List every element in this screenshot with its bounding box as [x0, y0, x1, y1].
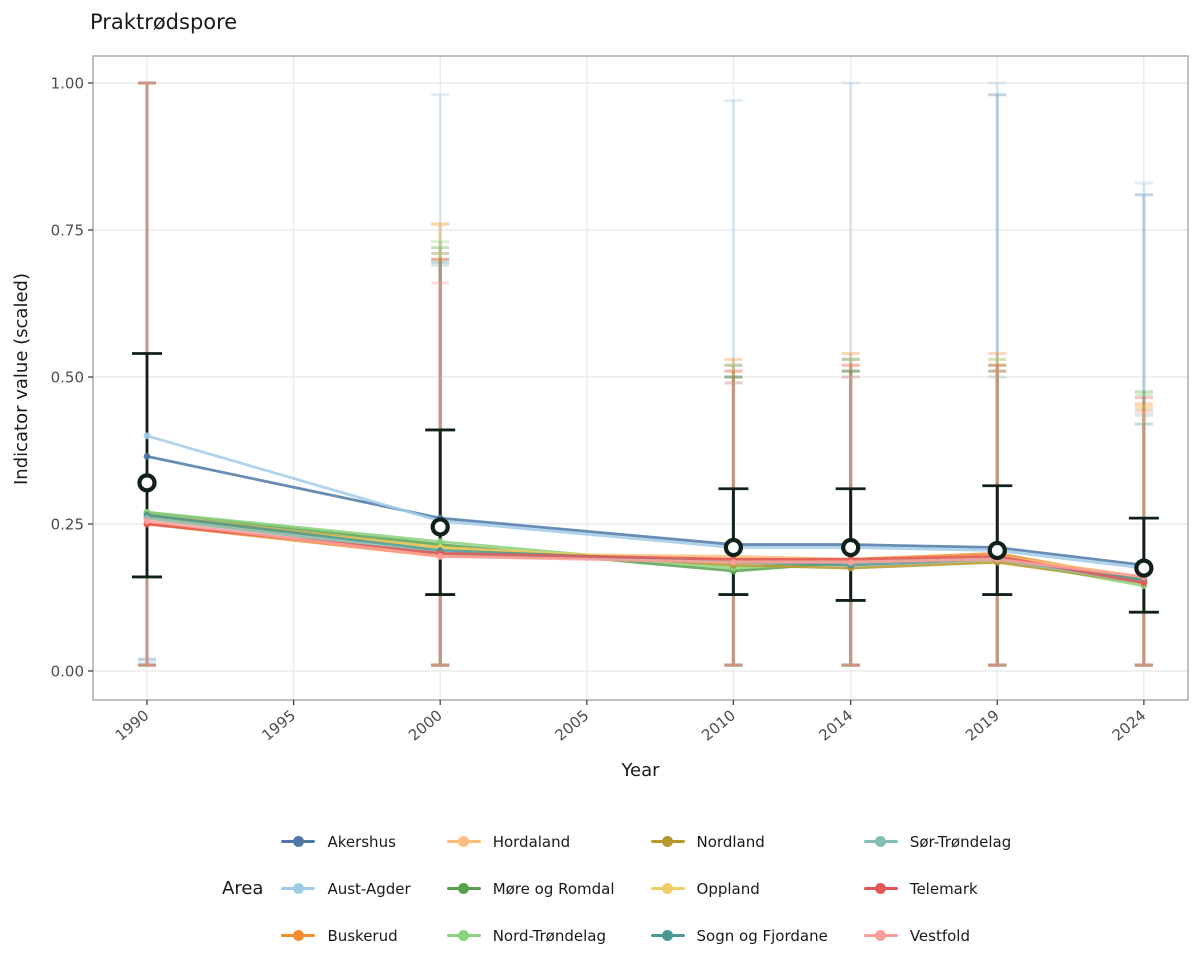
- legend-key-icon: [863, 835, 898, 849]
- y-tick-label: 0.50: [51, 369, 84, 387]
- legend-item: Buskerud: [281, 927, 410, 945]
- x-tick-label: 2000: [405, 706, 446, 744]
- legend-label: Buskerud: [327, 926, 398, 945]
- mean-point: [723, 537, 744, 558]
- x-tick-label: 2019: [962, 706, 1003, 744]
- legend-label: Oppland: [696, 879, 760, 898]
- x-tick-label: 1990: [112, 706, 153, 744]
- legend-key-icon: [446, 835, 481, 849]
- legend-label: Nord-Trøndelag: [492, 926, 606, 945]
- y-tick-label: 0.00: [51, 663, 84, 681]
- legend-label: Vestfold: [909, 926, 970, 945]
- x-tick-label: 2014: [815, 706, 856, 744]
- panel-border: [92, 55, 1189, 701]
- series-point: [1140, 579, 1148, 587]
- legend-item: Hordaland: [446, 832, 615, 851]
- legend-key-icon: [863, 929, 898, 943]
- legend-key-icon: [281, 929, 316, 943]
- legend-item: Oppland: [650, 879, 828, 898]
- legend-label: Sogn og Fjordane: [696, 926, 828, 945]
- series-point: [143, 452, 151, 460]
- legend-item: Nord-Trøndelag: [446, 926, 615, 945]
- series-line: [145, 519, 1146, 579]
- series-point: [436, 538, 444, 546]
- legend-key-icon: [650, 882, 685, 896]
- y-tick-label: 1.00: [51, 75, 84, 93]
- legend-item: Aust-Agder: [281, 879, 411, 898]
- mean-point: [430, 517, 450, 537]
- series-point: [730, 558, 737, 566]
- mean-point: [137, 473, 157, 493]
- legend-item: Nordland: [650, 832, 828, 851]
- series-point: [143, 432, 151, 440]
- series-point: [436, 552, 444, 560]
- legend-key-icon: [650, 929, 685, 943]
- series-point: [143, 517, 151, 525]
- legend-title: Area: [222, 878, 264, 899]
- mean-point: [1134, 558, 1154, 578]
- legend-label: Nordland: [696, 832, 765, 851]
- legend-grid: Akershus Aust-Agder Buskerud Hordaland Møre …: [281, 818, 1011, 959]
- legend-item: Vestfold: [863, 926, 1011, 945]
- y-tick-label: 0.75: [51, 222, 84, 240]
- series-line: [145, 434, 1146, 570]
- chart-title: Praktrødspore: [90, 10, 238, 34]
- legend-item: Møre og Romdal: [446, 879, 615, 898]
- legend-key-icon: [446, 882, 481, 896]
- legend-label: Sør-Trøndelag: [909, 832, 1012, 851]
- y-tick-label: 0.25: [51, 516, 84, 534]
- legend-label: Aust-Agder: [327, 879, 411, 898]
- legend-label: Hordaland: [492, 832, 571, 851]
- legend-key-icon: [446, 929, 481, 943]
- legend-label: Akershus: [327, 832, 396, 851]
- legend-key-icon: [650, 835, 685, 849]
- legend-key-icon: [281, 882, 316, 896]
- x-tick-label: 2005: [552, 706, 593, 744]
- series-line: [145, 522, 1146, 585]
- series-point: [847, 558, 855, 566]
- legend-item: Sør-Trøndelag: [863, 832, 1012, 851]
- legend: Area Akershus Aust-Agder Buskerud Hordaland…: [222, 818, 1011, 959]
- x-tick-label: 2010: [698, 706, 739, 744]
- x-tick-label: 2024: [1109, 706, 1150, 744]
- legend-label: Telemark: [909, 879, 978, 898]
- y-axis-title: Indicator value (scaled): [11, 273, 32, 486]
- legend-item: Sogn og Fjordane: [650, 926, 828, 945]
- x-tick-label: 1995: [258, 706, 299, 744]
- legend-item: Akershus: [281, 833, 410, 851]
- legend-key-icon: [281, 835, 316, 849]
- legend-item: Telemark: [863, 879, 1011, 898]
- x-axis-title: Year: [621, 760, 660, 781]
- legend-key-icon: [863, 882, 898, 896]
- mean-point: [987, 540, 1007, 561]
- legend-label: Møre og Romdal: [492, 879, 615, 898]
- mean-point: [841, 537, 861, 558]
